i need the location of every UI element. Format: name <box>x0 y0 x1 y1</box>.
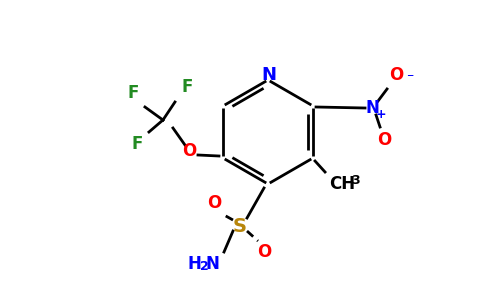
Text: F: F <box>127 84 138 102</box>
Text: CH: CH <box>329 175 355 193</box>
Text: N: N <box>261 66 276 84</box>
Text: H: H <box>187 255 201 273</box>
Text: ⁻: ⁻ <box>406 71 413 85</box>
Text: N: N <box>205 255 219 273</box>
Text: O: O <box>207 194 221 212</box>
Text: O: O <box>377 131 391 149</box>
Text: N: N <box>365 99 379 117</box>
Text: F: F <box>131 135 143 153</box>
Text: S: S <box>233 217 247 236</box>
Text: O: O <box>257 243 271 261</box>
Text: F: F <box>182 78 193 96</box>
Text: O: O <box>389 66 403 84</box>
Text: 2: 2 <box>199 260 209 274</box>
Text: 3: 3 <box>351 175 360 188</box>
Text: +: + <box>376 109 386 122</box>
Text: O: O <box>182 142 196 160</box>
